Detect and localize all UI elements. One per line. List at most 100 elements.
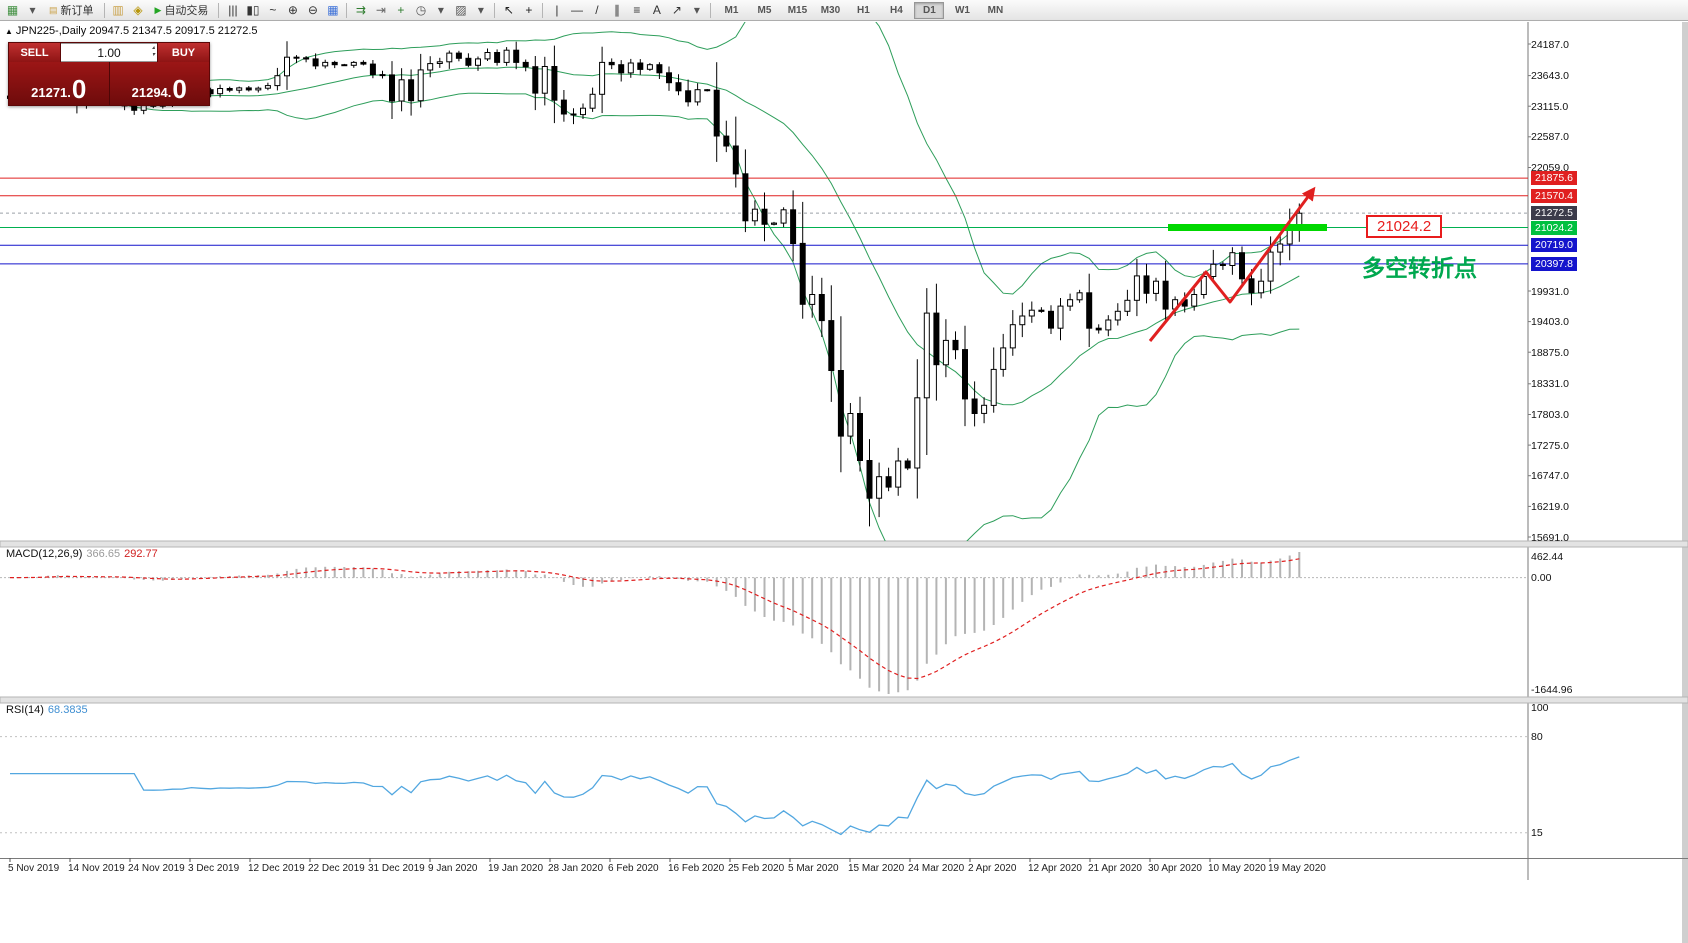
chart-annotations — [1148, 186, 1327, 342]
price-axis-label: 19931.0 — [1531, 285, 1569, 298]
equidistant-channel-icon[interactable]: ∥ — [613, 2, 620, 17]
timeframe-m15-button[interactable]: M15 — [787, 4, 808, 16]
trendline-icon[interactable]: / — [595, 2, 599, 17]
timeframe-m5-button[interactable]: M5 — [757, 4, 772, 16]
rsi-axis-label: 80 — [1531, 731, 1543, 744]
spinner-down-icon[interactable]: ▾ — [151, 52, 155, 58]
buy-price[interactable]: 21294. 0 — [109, 62, 209, 105]
toolbar-separator — [218, 2, 220, 18]
templates-dropdown-icon[interactable]: ▾ — [477, 2, 484, 17]
horizontal-line-icon[interactable]: — — [570, 2, 583, 17]
cursor-icon[interactable]: ↖ — [503, 2, 514, 17]
new-order-button[interactable]: ▤ 新订单 — [43, 2, 100, 19]
one-click-trading-panel[interactable]: SELL 1.00 ▴ ▾ BUY 21271. 0 21294. 0 — [8, 42, 210, 106]
price-axis-label: 23115.0 — [1531, 100, 1569, 113]
periods-dropdown-icon[interactable]: ▾ — [437, 2, 444, 17]
sell-price-main: 21271. — [31, 85, 71, 100]
chart-shift-icon[interactable]: ⇥ — [375, 2, 386, 17]
zoom-out-icon[interactable]: ⊖ — [307, 2, 318, 17]
price-axis-label: 17275.0 — [1531, 439, 1569, 452]
price-line-label: 21570.4 — [1531, 188, 1577, 203]
sell-price-big-digit: 0 — [71, 74, 87, 104]
zoom-in-icon[interactable]: ⊕ — [287, 2, 298, 17]
date-axis-label: 5 Nov 2019 — [8, 863, 60, 874]
date-axis-label: 16 Feb 2020 — [668, 863, 725, 874]
new-chart-dropdown-icon[interactable]: ▾ — [29, 2, 36, 17]
templates-icon[interactable]: ▨ — [455, 2, 467, 17]
chart-ohlc-values: 20947.5 21347.5 20917.5 21272.5 — [89, 25, 258, 37]
macd-name: MACD(12,26,9) — [6, 548, 83, 560]
date-axis-label: 12 Apr 2020 — [1028, 863, 1082, 874]
rsi-name: RSI(14) — [6, 704, 44, 716]
timeframe-w1-button[interactable]: W1 — [954, 4, 970, 16]
macd-histogram — [18, 552, 1301, 694]
timeframe-h4-button[interactable]: H4 — [890, 4, 903, 16]
timeframe-m30-button[interactable]: M30 — [820, 4, 841, 16]
line-chart-icon[interactable]: ~ — [269, 2, 277, 17]
price-axis-label: 23643.0 — [1531, 70, 1569, 83]
macd-axis-label: 462.44 — [1531, 551, 1564, 563]
toolbar-separator — [103, 2, 105, 18]
rsi-value: 68.3835 — [47, 704, 88, 716]
timeframe-mn-button[interactable]: MN — [987, 4, 1004, 16]
date-axis-label: 15 Mar 2020 — [848, 863, 905, 874]
volume-spinner[interactable]: ▴ ▾ — [152, 45, 155, 59]
volume-input[interactable]: 1.00 ▴ ▾ — [61, 43, 157, 62]
date-axis-label: 25 Feb 2020 — [728, 863, 785, 874]
buy-price-main: 21294. — [131, 85, 172, 100]
macd-axis-label: 0.00 — [1531, 572, 1552, 585]
toolbar-separator — [346, 2, 348, 18]
main-chart-panel — [0, 22, 1528, 541]
vertical-line-icon[interactable]: | — [555, 2, 559, 17]
turning-point-note: 多空转折点 — [1362, 255, 1477, 281]
price-axis-label: 16219.0 — [1531, 500, 1569, 513]
rsi-indicator-label: RSI(14) 68.3835 — [6, 704, 88, 716]
auto-scroll-icon[interactable]: ⇉ — [355, 2, 366, 17]
text-label-icon[interactable]: A — [652, 2, 661, 17]
auto-trading-button[interactable]: ▶ 自动交易 — [149, 2, 215, 19]
new-chart-icon[interactable]: ▦ — [6, 2, 19, 17]
spinner-up-icon[interactable]: ▴ — [151, 45, 155, 51]
bollinger-upper-band — [9, 22, 1300, 295]
panel-splitter-rsi[interactable] — [0, 696, 1688, 704]
crosshair-icon[interactable]: + — [525, 2, 533, 17]
panel-splitter-macd[interactable] — [0, 540, 1688, 548]
trend-arrow — [1148, 186, 1316, 342]
collapse-icon[interactable]: ▲ — [5, 27, 13, 36]
expert-advisors-icon[interactable]: ◈ — [133, 2, 143, 17]
indicators-icon[interactable]: + — [397, 2, 405, 17]
sell-price[interactable]: 21271. 0 — [9, 62, 110, 105]
date-axis-label: 24 Nov 2019 — [128, 863, 185, 874]
charts-window-icon[interactable]: ▥ — [112, 2, 124, 17]
bars-chart-icon[interactable]: ||| — [228, 2, 238, 17]
buy-button[interactable]: BUY — [157, 43, 209, 62]
rsi-panel — [0, 736, 1528, 836]
date-axis-label: 12 Dec 2019 — [248, 863, 305, 874]
date-axis-label: 21 Apr 2020 — [1088, 863, 1142, 874]
date-axis-label: 19 Jan 2020 — [488, 863, 544, 874]
timeframe-h1-button[interactable]: H1 — [857, 4, 870, 16]
price-axis-label: 24187.0 — [1531, 38, 1569, 51]
macd-indicator-label: MACD(12,26,9) 366.65 292.77 — [6, 548, 158, 560]
sell-button[interactable]: SELL — [9, 43, 61, 62]
fibonacci-icon[interactable]: ≡ — [633, 2, 641, 17]
timeframe-d1-button[interactable]: D1 — [914, 1, 945, 19]
chart-symbol-period: JPN225-,Daily — [15, 25, 87, 37]
periods-icon[interactable]: ◷ — [415, 2, 427, 17]
date-axis-label: 3 Dec 2019 — [188, 863, 240, 874]
buy-price-big-digit: 0 — [172, 74, 187, 104]
price-line-label: 21024.2 — [1531, 220, 1577, 235]
tile-windows-icon[interactable]: ▦ — [327, 2, 339, 17]
candlestick-chart-icon[interactable]: ▮▯ — [246, 2, 260, 17]
objects-dropdown-icon[interactable]: ▾ — [693, 2, 700, 17]
rsi-axis-label: 15 — [1531, 827, 1543, 840]
chart-title: ▲ JPN225-,Daily 20947.5 21347.5 20917.5 2… — [5, 25, 258, 37]
arrows-icon[interactable]: ↗ — [671, 2, 682, 17]
price-axis-label: 19403.0 — [1531, 316, 1569, 329]
timeframe-m1-button[interactable]: M1 — [724, 4, 739, 16]
date-axis-label: 14 Nov 2019 — [68, 863, 125, 874]
candlestick-series — [7, 41, 1303, 527]
bollinger-middle-band — [9, 66, 1300, 406]
right-edge-strip — [1682, 22, 1688, 943]
